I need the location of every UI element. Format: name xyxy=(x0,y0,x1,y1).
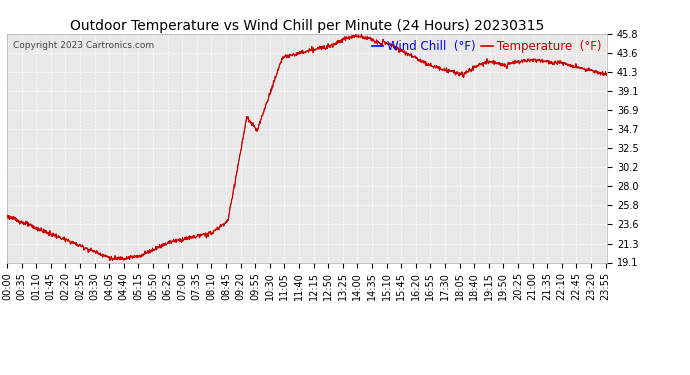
Title: Outdoor Temperature vs Wind Chill per Minute (24 Hours) 20230315: Outdoor Temperature vs Wind Chill per Mi… xyxy=(70,19,544,33)
Legend: Wind Chill  (°F), Temperature  (°F): Wind Chill (°F), Temperature (°F) xyxy=(372,40,601,53)
Text: Copyright 2023 Cartronics.com: Copyright 2023 Cartronics.com xyxy=(13,40,154,50)
